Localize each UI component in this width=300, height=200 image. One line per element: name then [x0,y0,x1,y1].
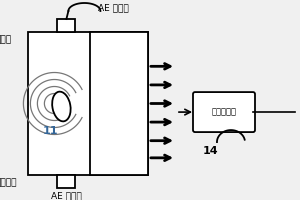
Text: AE 传感器: AE 传感器 [98,3,129,12]
Ellipse shape [52,92,70,121]
Text: 前置放大器: 前置放大器 [212,108,236,117]
Bar [90,32,148,175]
Text: 11: 11 [43,127,58,136]
Text: 14: 14 [203,146,219,156]
Text: 应力波: 应力波 [0,36,11,45]
Bar [57,175,75,188]
Text: AE 传感器: AE 传感器 [51,191,82,200]
FancyBboxPatch shape [193,92,255,132]
Bar [28,32,148,175]
Bar [57,19,75,32]
Text: 疲劳裂纹: 疲劳裂纹 [0,178,16,188]
